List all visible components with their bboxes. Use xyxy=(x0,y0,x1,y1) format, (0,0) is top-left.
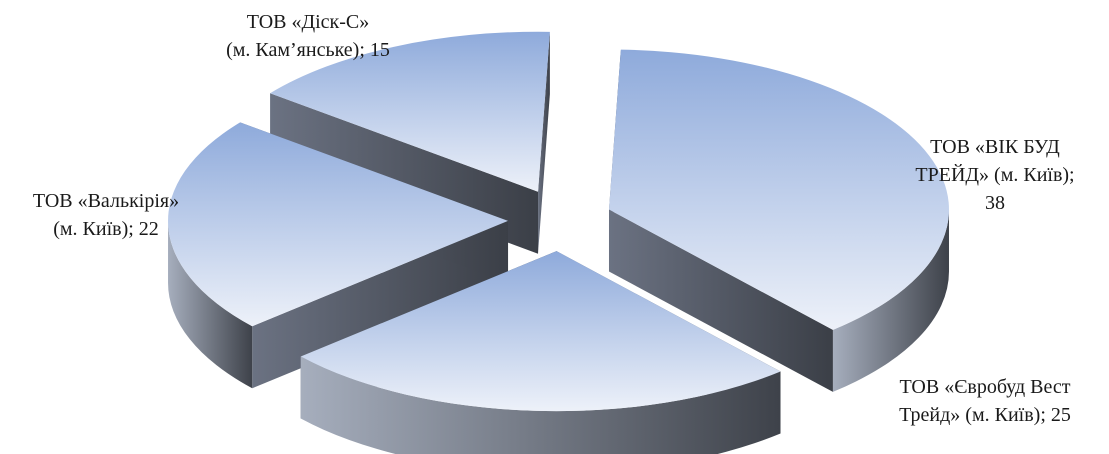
slice-wall-3-1 xyxy=(252,220,509,389)
pie-labels: ТОВ «ВІК БУД ТРЕЙД» (м. Київ); 38 ТОВ «Євро… xyxy=(33,11,1075,426)
slice-label-4: ТОВ «Діск-С» (м. Кам’янське); 15 xyxy=(226,11,390,61)
slice-side-3 xyxy=(168,220,253,389)
slice-label-1-line-3: 38 xyxy=(985,192,1005,214)
slice-label-1-line-2: ТРЕЙД» (м. Київ); xyxy=(915,163,1074,186)
slice-side-1 xyxy=(832,209,949,392)
slice-wall-1-2 xyxy=(608,209,833,392)
slice-label-2: ТОВ «Євробуд Вест Трейд» (м. Київ); 25 xyxy=(899,376,1071,426)
slice-wall-4-2 xyxy=(538,31,550,254)
slice-top-4 xyxy=(270,31,550,192)
pie-slice-3 xyxy=(168,122,509,389)
slice-side-2 xyxy=(300,356,781,454)
pie-slice-1 xyxy=(608,49,949,392)
slice-label-3-line-2: (м. Київ); 22 xyxy=(53,218,159,240)
slice-label-3-line-1: ТОВ «Валькірія» xyxy=(33,190,179,212)
slice-label-4-line-2: (м. Кам’янське); 15 xyxy=(226,39,390,61)
slice-top-2 xyxy=(300,251,781,412)
slice-label-3: ТОВ «Валькірія» (м. Київ); 22 xyxy=(33,190,179,240)
slice-label-1-line-1: ТОВ «ВІК БУД xyxy=(930,136,1060,158)
slice-label-1: ТОВ «ВІК БУД ТРЕЙД» (м. Київ); 38 xyxy=(915,136,1074,214)
slice-label-2-line-1: ТОВ «Євробуд Вест xyxy=(899,376,1070,398)
slice-top-3 xyxy=(168,122,509,327)
slice-top-1 xyxy=(608,49,949,330)
slice-label-4-line-1: ТОВ «Діск-С» xyxy=(247,11,370,33)
slice-label-2-line-2: Трейд» (м. Київ); 25 xyxy=(899,404,1071,426)
pie-3d-body xyxy=(168,31,949,454)
pie-slice-2 xyxy=(300,251,781,454)
